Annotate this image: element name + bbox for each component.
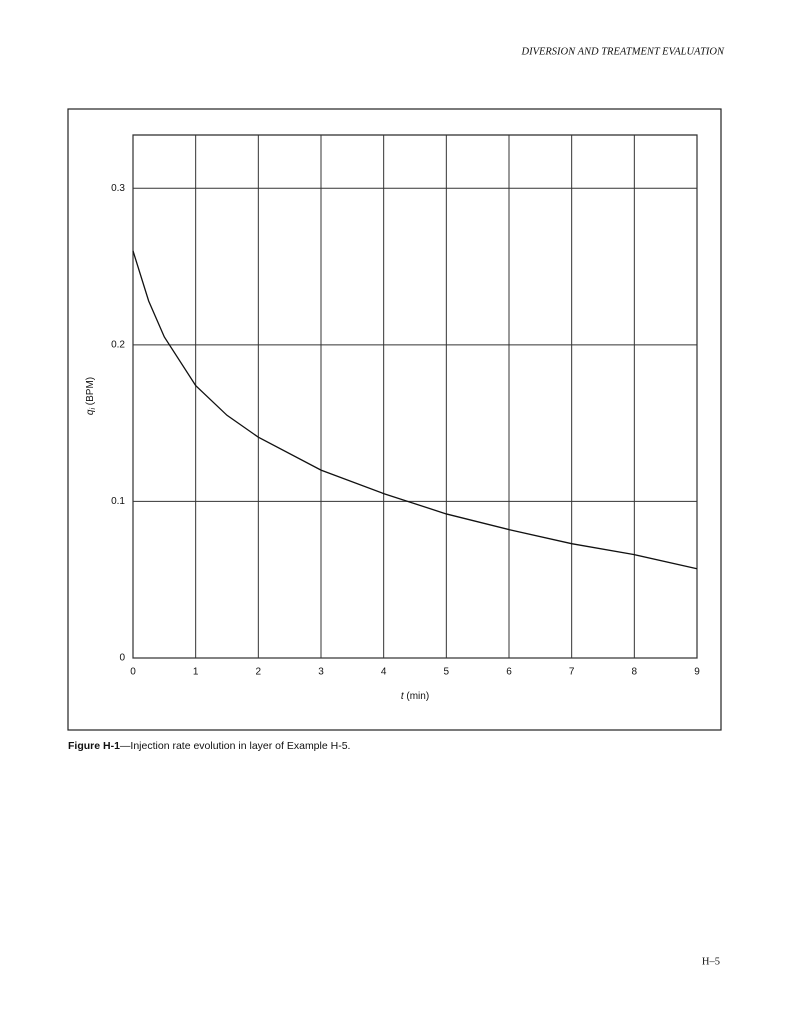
- y-label-symbol: q: [85, 409, 96, 415]
- y-label-subscript: i: [90, 408, 97, 410]
- figure-frame: [67, 108, 722, 731]
- x-tick-label: 6: [506, 667, 512, 678]
- x-tick-label: 8: [632, 667, 638, 678]
- page-number: H–5: [702, 956, 720, 967]
- plot-frame: [132, 134, 698, 659]
- x-tick-label: 5: [444, 667, 450, 678]
- y-tick-label: 0.1: [111, 496, 125, 507]
- x-tick-label: 9: [694, 667, 700, 678]
- x-tick-label: 1: [193, 667, 199, 678]
- y-tick-label: 0: [119, 653, 125, 664]
- caption-text: —Injection rate evolution in layer of Ex…: [120, 740, 351, 752]
- y-tick-label: 0.3: [111, 183, 125, 194]
- x-axis-label: t (min): [401, 691, 429, 702]
- y-tick-label: 0.2: [111, 339, 125, 350]
- x-label-unit: (min): [404, 691, 430, 702]
- x-tick-label: 2: [256, 667, 262, 678]
- x-tick-label: 7: [569, 667, 575, 678]
- caption-label: Figure H-1: [68, 740, 120, 752]
- y-label-unit: (BPM): [85, 377, 96, 408]
- x-label-symbol: t: [401, 691, 405, 702]
- running-header: DIVERSION AND TREATMENT EVALUATION: [520, 46, 725, 57]
- x-tick-label: 0: [130, 667, 136, 678]
- x-tick-label: 4: [381, 667, 387, 678]
- y-axis-label: qi (BPM): [85, 377, 97, 415]
- figure-caption: Figure H-1—Injection rate evolution in l…: [68, 740, 350, 752]
- data-line: [132, 250, 698, 570]
- x-tick-label: 3: [318, 667, 324, 678]
